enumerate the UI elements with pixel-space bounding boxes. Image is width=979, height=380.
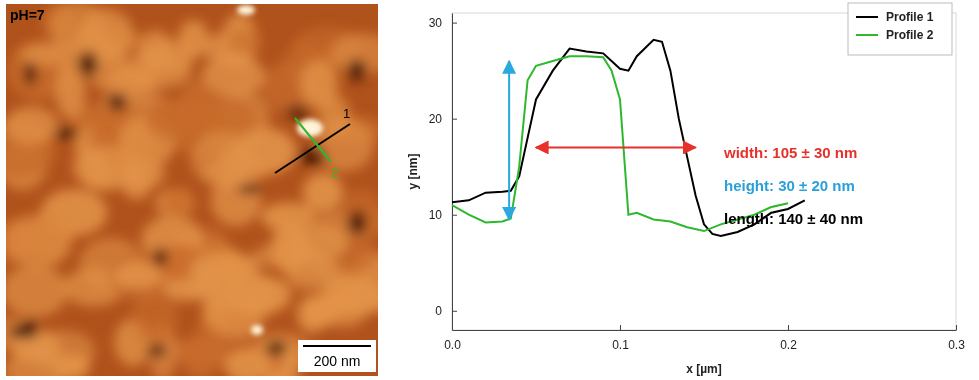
afm-grain — [211, 174, 262, 226]
afm-grain — [162, 188, 195, 218]
annotation: height: 30 ± 20 nm — [724, 177, 855, 194]
afm-grain — [155, 188, 194, 218]
annotation: width: 105 ± 30 nm — [723, 144, 857, 161]
afm-texture — [6, 4, 378, 376]
legend-label: Profile 2 — [886, 28, 934, 42]
y-tick-mark — [452, 215, 457, 216]
afm-pit — [23, 319, 37, 336]
afm-image — [6, 4, 378, 376]
plot-area — [452, 40, 805, 236]
afm-grain — [145, 98, 208, 141]
figure: 1 2 pH=7 200 nm 0.0 0.1 0.2 0.3 0 10 20 30 x [µm] y [… — [0, 0, 979, 380]
x-tick: 0.3 — [948, 325, 965, 352]
afm-grain — [321, 289, 367, 328]
y-tick-label: 20 — [429, 112, 443, 126]
panel-label: pH=7 — [10, 7, 45, 23]
x-tick-label: 0.2 — [780, 338, 797, 352]
profile-line — [452, 40, 805, 236]
afm-grain — [6, 265, 68, 317]
afm-grain — [114, 261, 163, 289]
annotation-arrow — [536, 146, 696, 148]
y-tick-label: 10 — [429, 208, 443, 222]
afm-grain — [140, 40, 195, 74]
legend: Profile 1 Profile 2 — [848, 3, 952, 55]
plot-frame — [452, 13, 956, 330]
x-axis-title: x [µm] — [686, 362, 722, 376]
x-tick: 0.1 — [612, 325, 629, 352]
afm-grain — [226, 30, 263, 54]
afm-grain — [6, 347, 69, 376]
afm-particle — [251, 325, 263, 335]
profile-line-marker — [275, 124, 350, 173]
y-tick: 0 — [435, 304, 457, 318]
legend-label: Profile 1 — [886, 10, 934, 24]
afm-pit — [107, 93, 127, 110]
afm-pit — [286, 106, 309, 119]
afm-pit — [347, 59, 367, 81]
afm-pit — [237, 184, 262, 194]
afm-pit — [54, 127, 78, 141]
afm-grain — [261, 202, 316, 231]
y-tick: 10 — [429, 208, 457, 222]
legend-box — [848, 3, 952, 55]
afm-pit — [24, 62, 37, 86]
afm-grain — [6, 107, 58, 145]
afm-pit — [147, 344, 167, 357]
y-tick: 20 — [429, 112, 457, 126]
afm-pit — [347, 211, 367, 235]
y-tick-mark — [452, 311, 457, 312]
profile-label: 1 — [343, 106, 350, 121]
afm-particle — [237, 5, 255, 15]
annotation: length: 140 ± 40 nm — [724, 210, 863, 227]
afm-grain — [74, 147, 138, 191]
afm-grain — [49, 4, 106, 53]
afm-background — [6, 4, 378, 376]
afm-particle — [297, 119, 323, 137]
afm-pit — [153, 249, 168, 267]
x-tick-mark — [788, 325, 789, 330]
afm-grain — [6, 214, 72, 268]
afm-pit — [78, 51, 98, 77]
x-axis: 0.0 0.1 0.2 0.3 — [444, 325, 965, 352]
profile-label: 2 — [331, 165, 338, 180]
y-tick-label: 0 — [435, 304, 442, 318]
y-axis-line — [452, 14, 453, 331]
x-tick-mark — [956, 325, 957, 330]
x-tick-mark — [620, 325, 621, 330]
x-axis-line — [453, 330, 957, 331]
scale-bar-label: 200 nm — [314, 353, 361, 369]
y-axis-title: y [nm] — [406, 153, 420, 189]
scale-bar — [303, 345, 371, 347]
y-tick: 30 — [429, 16, 457, 30]
afm-grain — [288, 227, 349, 260]
legend-swatch — [856, 16, 878, 18]
scale-bar-box — [298, 340, 376, 372]
profile-line-marker — [295, 118, 331, 162]
x-tick: 0.2 — [780, 325, 797, 352]
annotation-arrow — [508, 61, 510, 220]
afm-grain — [6, 318, 43, 349]
y-tick-mark — [452, 23, 457, 24]
afm-grain — [225, 349, 270, 376]
afm-grain — [223, 275, 292, 316]
y-axis: 0 10 20 30 — [429, 14, 457, 331]
afm-pit — [265, 341, 286, 357]
x-tick-label: 0.0 — [444, 338, 461, 352]
x-tick-label: 0.1 — [612, 338, 629, 352]
y-tick-mark — [452, 119, 457, 120]
x-tick-label: 0.3 — [948, 338, 965, 352]
legend-swatch — [856, 34, 878, 36]
y-tick-label: 30 — [429, 16, 443, 30]
